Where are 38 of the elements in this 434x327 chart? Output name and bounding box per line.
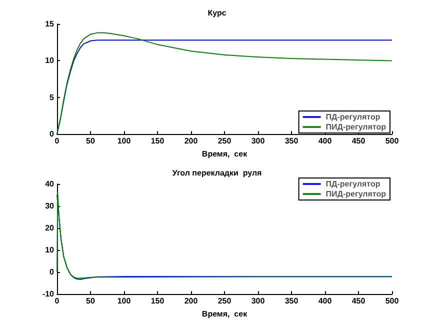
y-tick-label: 20 xyxy=(45,224,55,233)
x-tick-label: 350 xyxy=(284,136,299,146)
x-tick-label: 500 xyxy=(385,136,400,146)
y-tick-label: 30 xyxy=(45,202,55,211)
x-tick-label: 50 xyxy=(86,296,96,306)
y-tick-label: 40 xyxy=(45,180,55,188)
chart-title: Угол перекладки руля xyxy=(172,168,262,178)
x-tick-label: 450 xyxy=(352,136,366,146)
x-tick-label: 50 xyxy=(86,136,96,146)
x-tick-label: 100 xyxy=(117,296,132,306)
x-tick-label: 450 xyxy=(352,296,366,306)
y-tick-label: -10 xyxy=(42,290,55,299)
y-tick-label: 10 xyxy=(45,246,55,255)
x-tick-label: 400 xyxy=(318,136,332,146)
x-tick-label: 400 xyxy=(318,296,332,306)
legend-label: ПИД-регулятор xyxy=(326,190,386,198)
chart-title: Курс xyxy=(208,8,227,18)
x-tick-label: 300 xyxy=(251,136,266,146)
x-tick-label: 150 xyxy=(150,296,165,306)
x-axis-title: Время, сек xyxy=(202,310,248,318)
y-tick-label: 0 xyxy=(50,130,55,139)
y-tick-label: 5 xyxy=(50,92,55,102)
x-tick-label: 100 xyxy=(117,136,132,146)
x-tick-label: 250 xyxy=(218,136,232,146)
x-tick-label: 200 xyxy=(184,296,198,306)
x-tick-label: 500 xyxy=(385,296,400,306)
x-tick-label: 300 xyxy=(251,296,266,306)
y-tick-label: 10 xyxy=(45,56,55,66)
y-tick-label: 0 xyxy=(50,268,55,277)
x-tick-label: 350 xyxy=(284,296,299,306)
x-tick-label: 250 xyxy=(218,296,232,306)
legend-label: ПИД-регулятор xyxy=(326,122,386,132)
x-tick-label: 150 xyxy=(150,136,165,146)
legend-label: ПД-регулятор xyxy=(326,112,380,122)
x-tick-label: 200 xyxy=(184,136,198,146)
legend-label: ПД-регулятор xyxy=(326,180,380,188)
x-axis-title: Время, сек xyxy=(202,150,248,158)
y-tick-label: 15 xyxy=(45,20,55,28)
